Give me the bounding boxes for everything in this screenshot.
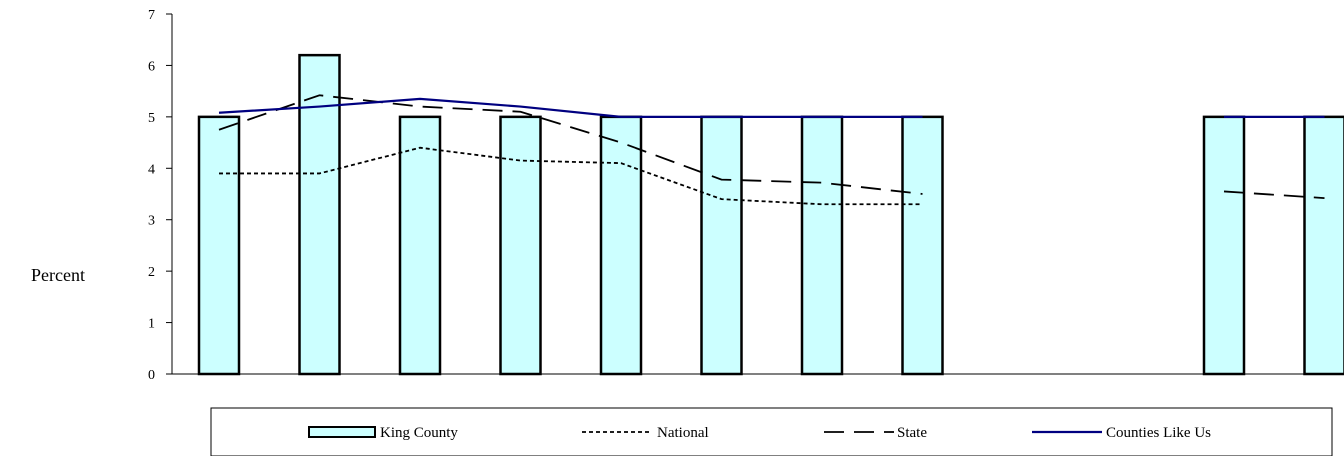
legend-item-national: National xyxy=(582,425,709,441)
y-tick-label: 3 xyxy=(148,214,155,229)
y-axis: 0 1 2 3 4 5 6 7 xyxy=(148,8,1344,383)
bar xyxy=(298,53,341,376)
bar xyxy=(398,115,442,376)
y-tick-label: 5 xyxy=(148,111,155,126)
bars-layer xyxy=(197,53,1344,376)
y-tick-label: 4 xyxy=(148,162,155,177)
legend-item-counties-like-us: Counties Like Us xyxy=(1032,425,1211,441)
y-tick-label: 0 xyxy=(148,368,155,383)
legend-item-king-county: King County xyxy=(308,425,458,441)
legend-swatch xyxy=(308,426,376,438)
legend-item-state: State xyxy=(824,425,927,441)
y-tick-label: 7 xyxy=(148,8,155,23)
y-tick-label: 2 xyxy=(148,265,155,280)
y-tick-label: 6 xyxy=(148,59,155,74)
bar xyxy=(800,115,844,376)
series-line-national xyxy=(219,146,923,206)
bar xyxy=(700,115,743,376)
bar xyxy=(901,115,944,376)
legend-label: State xyxy=(897,425,927,441)
series-line-counties-like-us xyxy=(218,97,923,118)
legend: King County National State Counties Like Us xyxy=(210,407,1333,456)
y-axis-label: Percent xyxy=(31,265,85,285)
series-line-state xyxy=(1223,190,1325,200)
legend-box xyxy=(210,407,1333,456)
bar xyxy=(1202,115,1246,376)
legend-label: King County xyxy=(380,425,458,441)
bar xyxy=(599,115,643,376)
bar xyxy=(1303,115,1344,376)
bar xyxy=(499,115,542,376)
legend-label: Counties Like Us xyxy=(1106,425,1211,441)
y-tick-label: 1 xyxy=(148,317,155,332)
legend-label: National xyxy=(657,425,709,441)
lines-layer xyxy=(218,94,1325,206)
series-line-state xyxy=(218,94,923,195)
bar xyxy=(197,115,241,376)
